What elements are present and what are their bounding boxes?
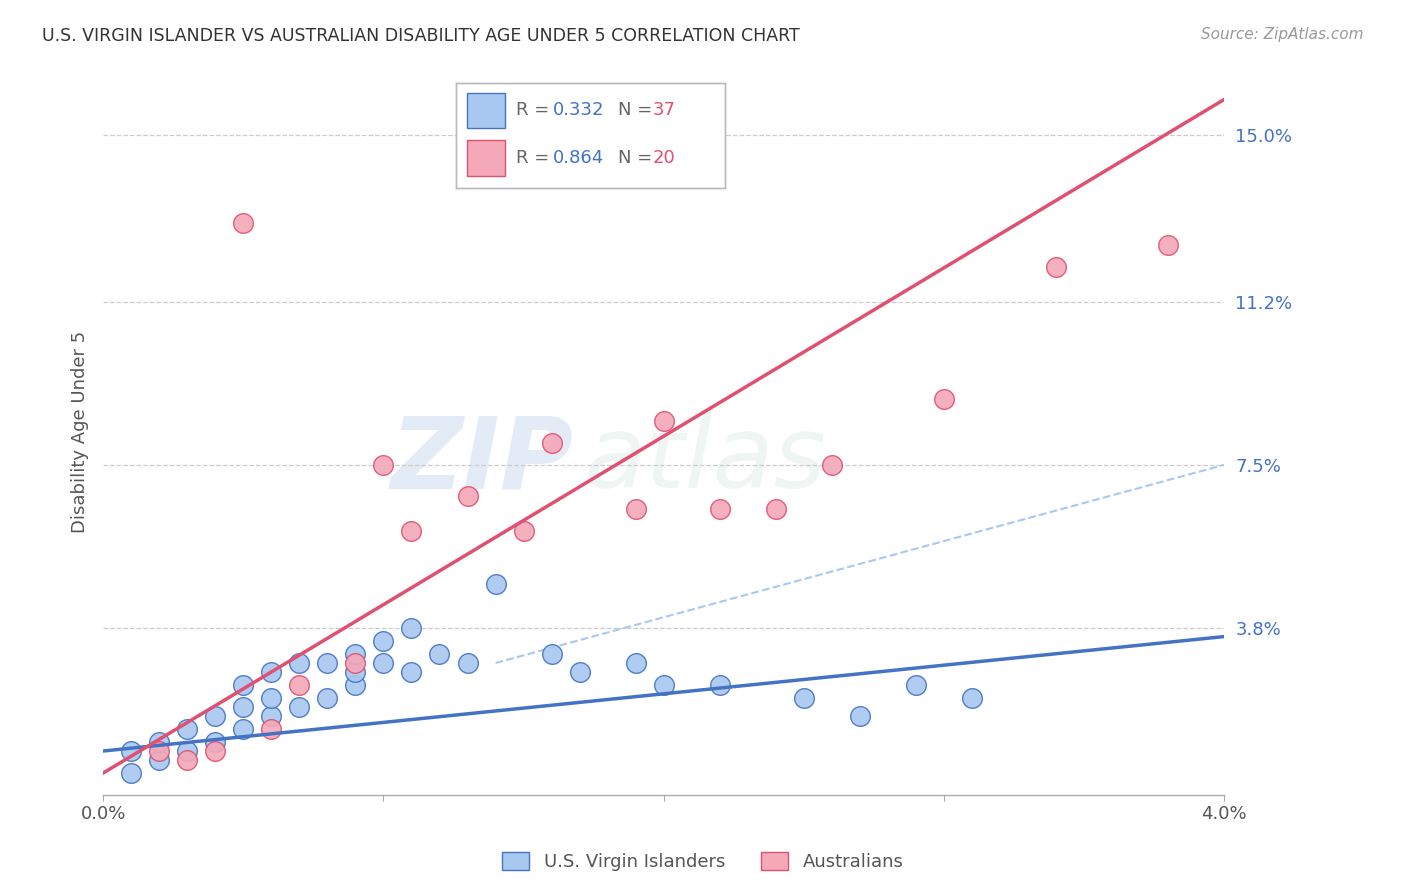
Point [373, 634, 395, 648]
Point [652, 414, 675, 428]
Point [176, 722, 198, 736]
Point [232, 722, 254, 736]
Point [232, 700, 254, 714]
Point [624, 656, 647, 670]
Point [260, 708, 283, 723]
Point [624, 501, 647, 516]
Point [148, 753, 170, 767]
Text: Source: ZipAtlas.com: Source: ZipAtlas.com [1201, 27, 1364, 42]
Point [401, 524, 423, 538]
Point [932, 392, 955, 406]
Point [176, 744, 198, 758]
Point [288, 656, 311, 670]
Point [120, 766, 142, 780]
Point [344, 656, 367, 670]
Point [457, 656, 479, 670]
Point [232, 216, 254, 230]
Point [849, 708, 872, 723]
Point [429, 647, 451, 661]
Point [1157, 237, 1180, 252]
Point [120, 744, 142, 758]
Point [960, 691, 983, 706]
Point [344, 647, 367, 661]
Point [232, 678, 254, 692]
Y-axis label: Disability Age Under 5: Disability Age Under 5 [72, 331, 89, 533]
Point [344, 678, 367, 692]
Point [288, 678, 311, 692]
Legend: U.S. Virgin Islanders, Australians: U.S. Virgin Islanders, Australians [495, 845, 911, 879]
Point [821, 458, 844, 472]
Text: ZIP: ZIP [391, 412, 574, 509]
Point [568, 665, 591, 679]
Point [1045, 260, 1067, 274]
Point [709, 501, 731, 516]
Point [373, 458, 395, 472]
Point [288, 700, 311, 714]
Point [316, 656, 339, 670]
Point [512, 524, 534, 538]
Point [204, 744, 226, 758]
Point [484, 576, 506, 591]
Point [652, 678, 675, 692]
Point [401, 621, 423, 635]
Point [344, 665, 367, 679]
Point [260, 665, 283, 679]
Point [540, 435, 562, 450]
Point [401, 665, 423, 679]
Point [316, 691, 339, 706]
Point [204, 708, 226, 723]
Point [260, 691, 283, 706]
Point [905, 678, 928, 692]
Point [540, 647, 562, 661]
Point [148, 744, 170, 758]
Text: U.S. VIRGIN ISLANDER VS AUSTRALIAN DISABILITY AGE UNDER 5 CORRELATION CHART: U.S. VIRGIN ISLANDER VS AUSTRALIAN DISAB… [42, 27, 800, 45]
Point [260, 722, 283, 736]
Point [373, 656, 395, 670]
Point [793, 691, 815, 706]
Point [204, 735, 226, 749]
Point [148, 735, 170, 749]
Point [457, 489, 479, 503]
Text: atlas: atlas [585, 412, 827, 509]
Point [176, 753, 198, 767]
Point [709, 678, 731, 692]
Point [765, 501, 787, 516]
